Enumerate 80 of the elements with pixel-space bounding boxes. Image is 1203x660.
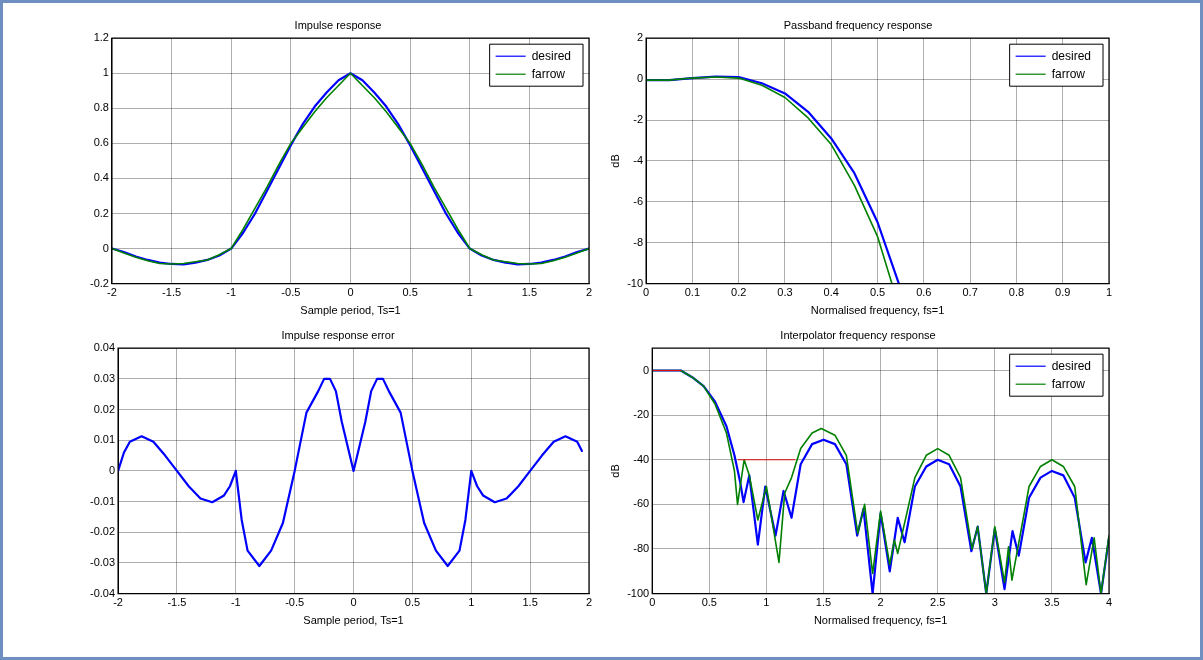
x-tick-label: 0.3 — [777, 286, 793, 299]
y-tick-label: 0.02 — [93, 402, 116, 415]
chart-title: Impulse response error — [281, 328, 395, 341]
y-tick-label: -10 — [627, 276, 644, 289]
x-tick-label: 1 — [466, 286, 473, 299]
x-tick-label: 1 — [468, 596, 475, 609]
x-tick-label: 2.5 — [930, 596, 946, 609]
x-tick-label: -1 — [226, 286, 237, 299]
y-tick-label: 0 — [636, 72, 644, 85]
y-tick-label: -60 — [633, 497, 650, 510]
y-tick-label: -0.04 — [89, 586, 116, 599]
legend-label: farrow — [1051, 66, 1086, 81]
x-tick-label: 0.5 — [701, 596, 717, 609]
legend-label: farrow — [531, 66, 566, 81]
y-tick-label: -40 — [633, 452, 650, 465]
x-tick-label: 0.9 — [1055, 286, 1071, 299]
x-tick-label: -1.5 — [167, 596, 187, 609]
x-tick-label: 0.8 — [1008, 286, 1025, 299]
y-tick-label: -0.01 — [89, 494, 116, 507]
y-tick-label: 2 — [636, 31, 644, 44]
y-tick-label: 0.01 — [93, 433, 116, 446]
x-axis-title: Normalised frequency, fs=1 — [810, 304, 945, 317]
x-tick-label: 0.5 — [404, 596, 421, 609]
y-tick-label: 0.04 — [93, 341, 116, 354]
x-tick-label: 1 — [763, 596, 770, 609]
y-tick-label: -80 — [633, 542, 650, 555]
x-tick-label: 3 — [991, 596, 998, 609]
y-tick-label: 0 — [643, 363, 650, 376]
legend-label: desired — [1051, 358, 1091, 373]
x-tick-label: 2 — [585, 286, 593, 299]
x-tick-label: 0 — [350, 596, 357, 609]
x-tick-label: -1.5 — [162, 286, 182, 299]
y-tick-label: -4 — [633, 153, 644, 166]
y-tick-label: -8 — [633, 235, 644, 248]
y-tick-label: -0.2 — [89, 276, 109, 289]
x-tick-label: 0.7 — [962, 286, 978, 299]
x-tick-label: 3.5 — [1044, 596, 1060, 609]
x-tick-label: 0 — [347, 286, 354, 299]
chart-title: Impulse response — [294, 18, 382, 31]
chart-title: Passband frequency response — [783, 18, 933, 31]
y-tick-label: 0 — [102, 241, 109, 254]
x-tick-label: 2 — [877, 596, 884, 609]
y-tick-label: 1.2 — [93, 31, 109, 44]
y-tick-label: 0.6 — [93, 136, 109, 149]
x-tick-label: 1.5 — [521, 286, 538, 299]
x-tick-label: 0.1 — [684, 286, 701, 299]
x-tick-label: 0.6 — [916, 286, 932, 299]
chart-title: Interpolator frequency response — [780, 328, 936, 341]
x-tick-label: -0.5 — [285, 596, 305, 609]
x-axis-title: Sample period, Ts=1 — [300, 304, 401, 317]
y-tick-label: 0.8 — [93, 101, 109, 114]
x-tick-label: -1 — [230, 596, 241, 609]
legend-label: desired — [1051, 48, 1091, 63]
x-tick-label: 1.5 — [815, 596, 832, 609]
y-tick-label: 0.4 — [93, 171, 109, 184]
y-tick-label: -0.03 — [89, 555, 116, 568]
y-tick-label: -20 — [633, 408, 650, 421]
y-tick-label: 0.03 — [93, 371, 116, 384]
x-tick-label: 0.5 — [869, 286, 886, 299]
y-tick-label: -2 — [633, 113, 644, 126]
y-axis-title: dB — [608, 464, 621, 478]
x-axis-title: Normalised frequency, fs=1 — [813, 614, 948, 627]
x-tick-label: 0.4 — [823, 286, 839, 299]
x-tick-label: 1 — [1105, 286, 1113, 299]
x-tick-label: -0.5 — [281, 286, 301, 299]
x-tick-label: 0.5 — [402, 286, 418, 299]
x-tick-label: 0.2 — [731, 286, 747, 299]
y-tick-label: -6 — [633, 194, 644, 207]
x-axis-title: Sample period, Ts=1 — [303, 614, 404, 627]
y-tick-label: -0.02 — [89, 525, 116, 538]
legend-label: farrow — [1051, 376, 1086, 391]
x-tick-label: 2 — [585, 596, 593, 609]
legend-label: desired — [531, 48, 571, 63]
y-tick-label: 1 — [102, 66, 109, 79]
y-tick-label: -100 — [627, 586, 650, 599]
y-axis-title: dB — [608, 154, 621, 168]
y-tick-label: 0 — [108, 463, 116, 476]
y-tick-label: 0.2 — [93, 206, 109, 219]
x-tick-label: 1.5 — [522, 596, 538, 609]
x-tick-label: 4 — [1105, 596, 1113, 609]
